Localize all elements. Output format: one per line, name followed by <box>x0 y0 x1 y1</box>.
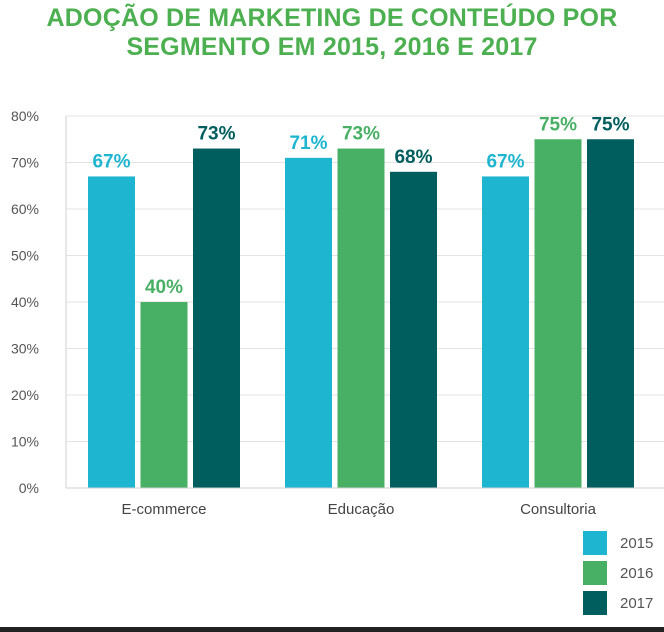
y-tick-label: 70% <box>11 155 39 171</box>
y-tick-label: 20% <box>11 387 39 403</box>
legend-swatch <box>583 561 607 585</box>
y-axis: 0% 10% 20% 30% 40% 50% 60% 70% 80% <box>11 108 67 496</box>
legend-swatch <box>583 591 607 615</box>
data-label: 71% <box>289 133 327 154</box>
y-tick-label: 0% <box>19 480 39 496</box>
data-label: 67% <box>486 151 524 172</box>
x-category-label: Consultoria <box>520 501 597 518</box>
bottom-border <box>0 627 664 632</box>
chart-title-line-2: SEGMENTO EM 2015, 2016 E 2017 <box>126 33 538 61</box>
bar <box>88 176 135 488</box>
chart-title-line-1: ADOÇÃO DE MARKETING DE CONTEÚDO POR <box>46 4 618 32</box>
bar <box>482 176 529 488</box>
x-category-label: Educação <box>328 501 395 518</box>
bars <box>88 139 634 489</box>
y-tick-label: 40% <box>11 294 39 310</box>
bar <box>285 157 332 488</box>
data-label: 73% <box>197 124 235 145</box>
bar <box>534 139 582 488</box>
y-tick-label: 50% <box>11 248 39 264</box>
y-tick-label: 80% <box>11 108 39 124</box>
bar <box>193 148 240 489</box>
bar <box>390 171 437 489</box>
chart-title: ADOÇÃO DE MARKETING DE CONTEÚDO POR SEGM… <box>0 4 664 62</box>
data-label: 67% <box>92 151 130 172</box>
y-tick-label: 60% <box>11 201 39 217</box>
data-label: 75% <box>539 114 577 135</box>
bar <box>140 302 188 488</box>
data-label: 73% <box>342 124 380 145</box>
y-tick-label: 30% <box>11 341 39 357</box>
data-label: 68% <box>394 147 432 168</box>
bar <box>587 139 634 488</box>
data-labels: 67% 40% 73% 71% 73% 68% 67% 75% 75% <box>92 114 629 298</box>
legend-swatch <box>583 531 607 555</box>
x-category-label: E-commerce <box>121 501 206 518</box>
legend: 2015 2016 2017 <box>583 531 653 615</box>
x-axis: E-commerce Educação Consultoria <box>66 487 664 518</box>
y-tick-label: 10% <box>11 434 39 450</box>
legend-label: 2015 <box>620 535 653 552</box>
legend-label: 2016 <box>620 565 653 582</box>
data-label: 75% <box>591 114 629 135</box>
bar <box>337 148 385 489</box>
data-label: 40% <box>145 277 183 298</box>
legend-label: 2017 <box>620 595 653 612</box>
